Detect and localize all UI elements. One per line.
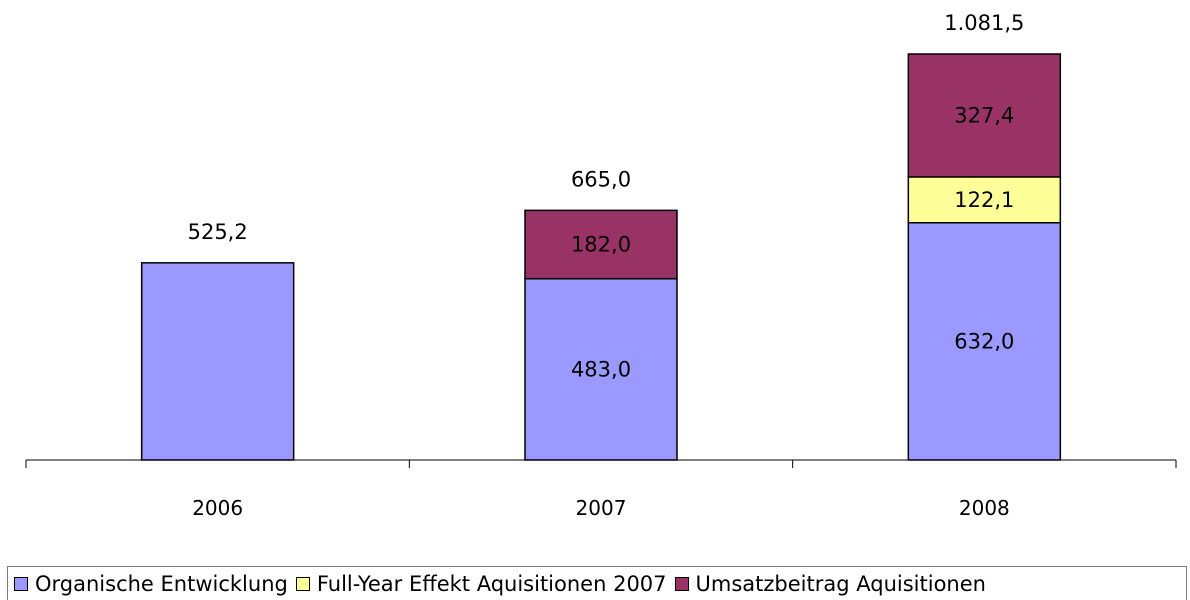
legend-label-full-year: Full-Year Effekt Aquisitionen 2007 [316, 571, 667, 596]
x-tick-label-2008: 2008 [959, 496, 1010, 520]
bar-2007-series-2 [524, 209, 678, 280]
legend-item-organic: Organische Entwicklung [14, 572, 288, 596]
legend-item-acquisitions: Umsatzbeitrag Aquisitionen [674, 571, 986, 596]
bar-2006-series-0 [140, 262, 295, 461]
legend-label-organic: Organische Entwicklung [35, 571, 288, 596]
x-tick-label-2006: 2006 [192, 496, 243, 520]
legend-swatch-organic [14, 576, 28, 591]
segment-label-2008-series-2: 327,4 [954, 103, 1014, 127]
segment-label-2008-series-0: 632,0 [954, 329, 1014, 353]
bars-group [140, 53, 1062, 461]
total-label-2008: 1.081,5 [944, 11, 1024, 35]
legend-swatch-acquisitions [674, 576, 689, 591]
total-label-2006: 525,2 [188, 220, 248, 244]
total-label-2007: 665,0 [571, 167, 631, 191]
bar-2007-series-0 [524, 277, 678, 461]
segment-label-2007-series-0: 483,0 [571, 357, 631, 381]
chart: 525,2 2006 483,0 182,0 665,0 2007 632,0 122,1 32… [25, 11, 1177, 520]
x-tick-label-2007: 2007 [576, 496, 627, 520]
bar-2008-series-1 [907, 176, 1062, 224]
segment-label-2007-series-2: 182,0 [571, 233, 631, 257]
legend-swatch-full-year [295, 576, 310, 591]
labels-group: 525,2 2006 483,0 182,0 665,0 2007 632,0 122,1 32… [188, 11, 1025, 520]
bar-2008-series-2 [907, 53, 1062, 178]
segment-label-2008-series-1: 122,1 [954, 188, 1014, 212]
legend: Organische Entwicklung Full-Year Effekt … [7, 566, 1187, 600]
x-axis-ticks [25, 460, 1177, 468]
legend-item-full-year: Full-Year Effekt Aquisitionen 2007 [295, 571, 667, 596]
legend-label-acquisitions: Umsatzbeitrag Aquisitionen [695, 571, 986, 596]
